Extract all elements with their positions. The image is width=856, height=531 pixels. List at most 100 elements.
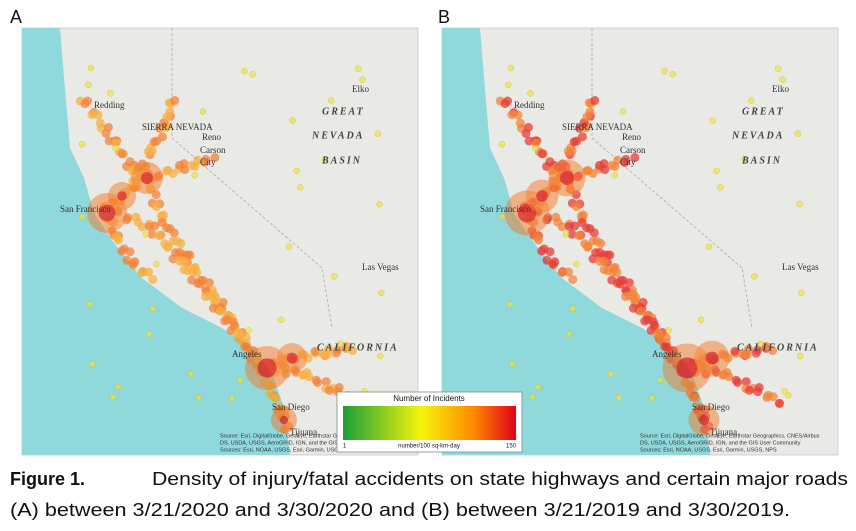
heat-spot	[666, 354, 676, 364]
legend-unit: number/100 sq-km-day	[398, 444, 460, 450]
heat-spot	[705, 243, 713, 251]
heat-spot	[589, 228, 599, 238]
map-label: Las Vegas	[782, 262, 819, 272]
heat-spot	[596, 239, 606, 249]
heat-spot	[534, 383, 542, 391]
heat-core	[560, 171, 574, 185]
heat-spot	[730, 346, 740, 356]
heat-spot	[162, 223, 172, 233]
heat-spot	[557, 159, 567, 169]
map-label: CALIFORNIA	[737, 342, 819, 353]
heat-spot	[111, 138, 121, 148]
heat-spot	[341, 341, 351, 351]
heat-spot	[717, 184, 724, 191]
heat-layer	[495, 64, 805, 436]
heat-spot	[569, 305, 577, 313]
heat-spot	[199, 108, 207, 115]
heat-spot	[245, 327, 252, 334]
heat-spot	[613, 155, 623, 165]
heat-core	[676, 357, 698, 379]
heat-spot	[112, 144, 119, 152]
map-label: Angeles	[652, 349, 682, 359]
map-attribution: DS, USDA, USGS, AeroGRID, IGN, and the G…	[220, 440, 381, 446]
heat-spot	[240, 341, 250, 351]
heat-spot	[321, 377, 331, 387]
map-label: NEVADA	[731, 130, 784, 141]
heat-spot	[237, 376, 244, 384]
heat-spot	[505, 81, 512, 89]
heat-spot	[228, 394, 236, 402]
heat-spot	[117, 149, 127, 159]
heat-spot	[241, 67, 248, 75]
legend-title: Number of Incidents	[393, 394, 465, 403]
heat-spot	[376, 352, 384, 360]
heat-spot	[122, 215, 132, 225]
heat-spot	[168, 168, 178, 178]
heat-spot	[148, 274, 158, 284]
heat-spot	[266, 381, 276, 391]
heat-core	[279, 415, 289, 425]
heat-spot	[611, 172, 619, 179]
heat-spot	[573, 260, 580, 268]
heat-spot	[168, 254, 178, 264]
map-label: CALIFORNIA	[317, 342, 399, 353]
heat-spot	[249, 70, 257, 78]
map-label: GREAT	[322, 106, 365, 117]
heat-spot	[620, 157, 630, 167]
heat-spot	[137, 159, 147, 169]
heat-spot	[578, 210, 588, 220]
heat-spot	[629, 295, 639, 305]
heat-spot	[686, 381, 696, 391]
heat-spot	[548, 259, 558, 269]
heat-spot	[545, 247, 555, 257]
map-label: San Diego	[272, 402, 310, 412]
heat-spot	[700, 425, 710, 435]
heat-spot	[571, 190, 581, 200]
heat-spot	[624, 278, 634, 288]
map-label: Las Vegas	[362, 262, 399, 272]
heat-spot	[137, 222, 147, 232]
heat-spot	[574, 231, 584, 241]
heat-spot	[669, 346, 679, 356]
heat-spot	[280, 425, 290, 435]
heat-spot	[152, 172, 162, 182]
heat-core	[536, 190, 548, 202]
map-label: SIERRA NEVADA	[562, 122, 633, 132]
heat-spot	[500, 99, 510, 109]
heat-spot	[297, 184, 304, 191]
heat-spot	[146, 330, 153, 338]
map-label: Tijuana	[290, 427, 317, 437]
heat-spot	[157, 132, 167, 142]
ocean	[442, 28, 710, 455]
heat-spot	[80, 99, 90, 109]
heat-spot	[768, 392, 778, 402]
heat-spot	[567, 229, 577, 239]
map-label: Reno	[202, 132, 221, 142]
map-label: San Francisco	[60, 204, 111, 214]
heat-spot	[521, 128, 531, 138]
heat-core	[286, 352, 298, 364]
legend-gradient	[343, 406, 516, 440]
heat-spot	[713, 167, 720, 175]
heat-spot	[376, 200, 383, 208]
caption-line: (A) between 3/21/2020 and 3/30/2020 and …	[10, 500, 790, 520]
heat-spot	[152, 202, 162, 212]
heat-spot	[324, 385, 334, 395]
heat-core	[141, 172, 153, 184]
heat-spot	[751, 348, 761, 358]
heat-spot	[648, 317, 658, 327]
legend-min: 1	[343, 444, 347, 450]
heat-spot	[798, 289, 805, 297]
heat-spot	[85, 81, 92, 89]
heat-spot	[796, 352, 804, 360]
heat-spot	[125, 247, 135, 257]
heat-spot	[607, 370, 615, 378]
map-attribution: Sources: Esri, NOAA, USGS, Esri, Garmin,…	[220, 447, 357, 453]
heat-spot	[310, 346, 320, 356]
heat-spot	[210, 153, 220, 163]
heat-spot	[654, 329, 664, 339]
heat-spot	[193, 278, 203, 288]
heat-spot	[636, 306, 646, 316]
heat-spot	[774, 398, 784, 408]
